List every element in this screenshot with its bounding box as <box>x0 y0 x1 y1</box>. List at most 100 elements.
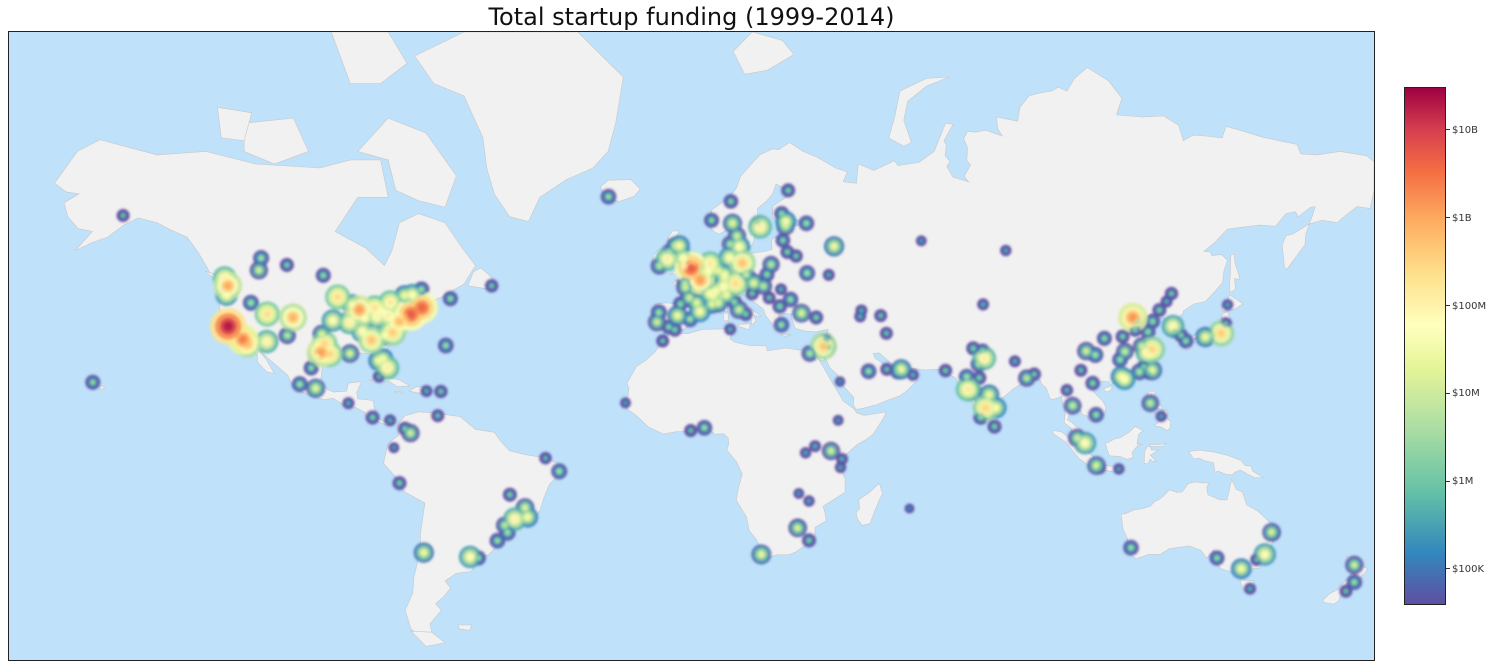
heat-spot-durban <box>806 538 812 543</box>
heat-spot-doha <box>884 367 889 372</box>
heat-spot-kochi <box>978 415 983 420</box>
heat-spot-mombasa <box>839 456 845 462</box>
heat-spot-hangzhou <box>1144 349 1151 356</box>
heat-spot-moscow <box>831 243 837 249</box>
heat-spot-eindhoven <box>709 265 716 271</box>
heat-spot-hanoi <box>1090 381 1095 386</box>
heat-spot-austin <box>317 348 325 357</box>
heat-spot-beijing <box>1128 313 1137 322</box>
heat-spot-lyon <box>706 290 713 297</box>
heat-spot-warsaw <box>768 262 774 267</box>
heat-spot-riga <box>780 238 786 243</box>
land-jamaica <box>394 391 404 394</box>
heat-spot-mexico-city <box>313 385 319 391</box>
heat-spot-sofia <box>777 304 782 309</box>
heat-spot-melbourne <box>1238 566 1245 572</box>
heat-spot-harbin <box>1169 291 1174 296</box>
heat-spot-shenyang <box>1157 307 1162 313</box>
heat-spot-taichung <box>1147 371 1152 376</box>
heat-spot-raleigh-durham <box>389 329 397 337</box>
heat-spot-jaipur <box>976 361 982 367</box>
heat-spot-kharkiv <box>826 272 831 278</box>
land-hainan <box>1103 385 1113 392</box>
heat-spot-kathmandu <box>1012 359 1018 364</box>
heat-spot-ottawa <box>401 292 408 298</box>
heat-spot-belo-horizonte <box>522 505 528 511</box>
heat-spot-lahore <box>971 346 976 351</box>
heat-spot-oslo <box>730 220 735 226</box>
heat-spot-buenos-aires <box>467 554 473 560</box>
heat-spot-munich <box>732 280 739 287</box>
heat-spot-christchurch <box>1343 588 1349 594</box>
heat-spot-jakarta <box>1094 463 1099 469</box>
heat-spot-recife <box>557 469 562 474</box>
heat-spot-st-petersburg <box>804 221 809 226</box>
heat-spot-kigali <box>803 450 808 455</box>
heat-spot-amsterdam <box>706 260 714 267</box>
heat-spot-atlanta <box>368 336 375 344</box>
tick-label: $10B <box>1452 124 1478 136</box>
heat-spot-caracas <box>435 413 440 418</box>
heat-spot-canberra <box>1254 557 1260 562</box>
heat-spot-baku <box>878 313 883 318</box>
heat-spot-chiang-mai <box>1064 388 1070 393</box>
heat-spot-fortaleza <box>543 456 548 461</box>
heat-spot-addis-ababa <box>836 418 841 423</box>
heat-spot-lisbon <box>654 319 660 325</box>
heat-spot-dhaka <box>1032 372 1037 377</box>
heat-spot-havana <box>376 374 382 379</box>
heat-spot-reykjavik <box>606 194 611 199</box>
heat-spot-denver-boulder <box>289 313 297 322</box>
heat-spot-nanjing <box>1139 343 1145 349</box>
heat-spot-rio-de-janeiro <box>525 514 531 520</box>
heat-spot-hyderabad <box>986 391 992 398</box>
land-sicily <box>738 323 752 331</box>
heat-spot-yerevan <box>858 314 863 319</box>
colorbar-tick: $100M <box>1446 301 1486 313</box>
heat-spot-toulouse <box>694 300 700 306</box>
heat-spot-new-york <box>406 310 416 319</box>
heat-spot-dalian <box>1150 319 1155 324</box>
heat-spot-anchorage <box>120 213 126 218</box>
heat-spot-frankfurt <box>721 271 728 278</box>
heat-spot-fukuoka <box>1183 338 1189 344</box>
tick-mark <box>1446 129 1450 131</box>
heat-spot-nashville <box>359 328 366 335</box>
tick-label: $10M <box>1452 388 1480 400</box>
heat-spot-halifax <box>448 296 453 301</box>
heat-spot-rennes <box>682 281 688 286</box>
heat-spot-bordeaux <box>686 295 692 301</box>
map-canvas <box>9 32 1374 660</box>
heat-spot-dublin <box>664 256 671 263</box>
tick-label: $100M <box>1452 300 1487 312</box>
heat-spot-chengdu <box>1083 348 1089 354</box>
colorbar-tick: $100K <box>1446 564 1484 576</box>
heat-spot-cluj <box>778 287 784 292</box>
heat-spot-lima <box>397 480 402 486</box>
heat-spot-mumbai <box>964 386 972 393</box>
heat-spot-naples <box>743 311 748 317</box>
heat-spot-shanghai <box>1148 346 1156 353</box>
heat-spot-belgrade <box>767 295 772 300</box>
heat-spot-malaga <box>672 327 677 332</box>
colorbar <box>1404 87 1446 605</box>
heat-spot-kunming <box>1078 368 1084 373</box>
heat-spot-bermuda <box>443 343 448 348</box>
heat-spot-cleveland <box>378 308 385 315</box>
heat-spot-accra <box>688 428 693 433</box>
heat-spot-almaty <box>980 302 986 307</box>
heat-spot-paris <box>696 276 704 284</box>
heat-spot-perth <box>1128 545 1134 550</box>
world-map <box>8 31 1375 661</box>
heat-spot-qingdao <box>1145 329 1151 335</box>
heat-spot-bangalore <box>982 404 990 412</box>
heat-spot-tallinn <box>783 223 788 229</box>
heat-spot-daejeon <box>1172 328 1177 333</box>
land-tierra-del-fuego <box>410 630 446 647</box>
heat-spot-novosibirsk <box>1003 248 1008 253</box>
heat-spot-london <box>686 263 696 273</box>
heat-spot-budapest <box>761 283 766 289</box>
heat-spot-mauritius <box>907 506 912 511</box>
land-new-guinea <box>1187 449 1265 479</box>
heat-spot-brisbane <box>1269 529 1275 535</box>
